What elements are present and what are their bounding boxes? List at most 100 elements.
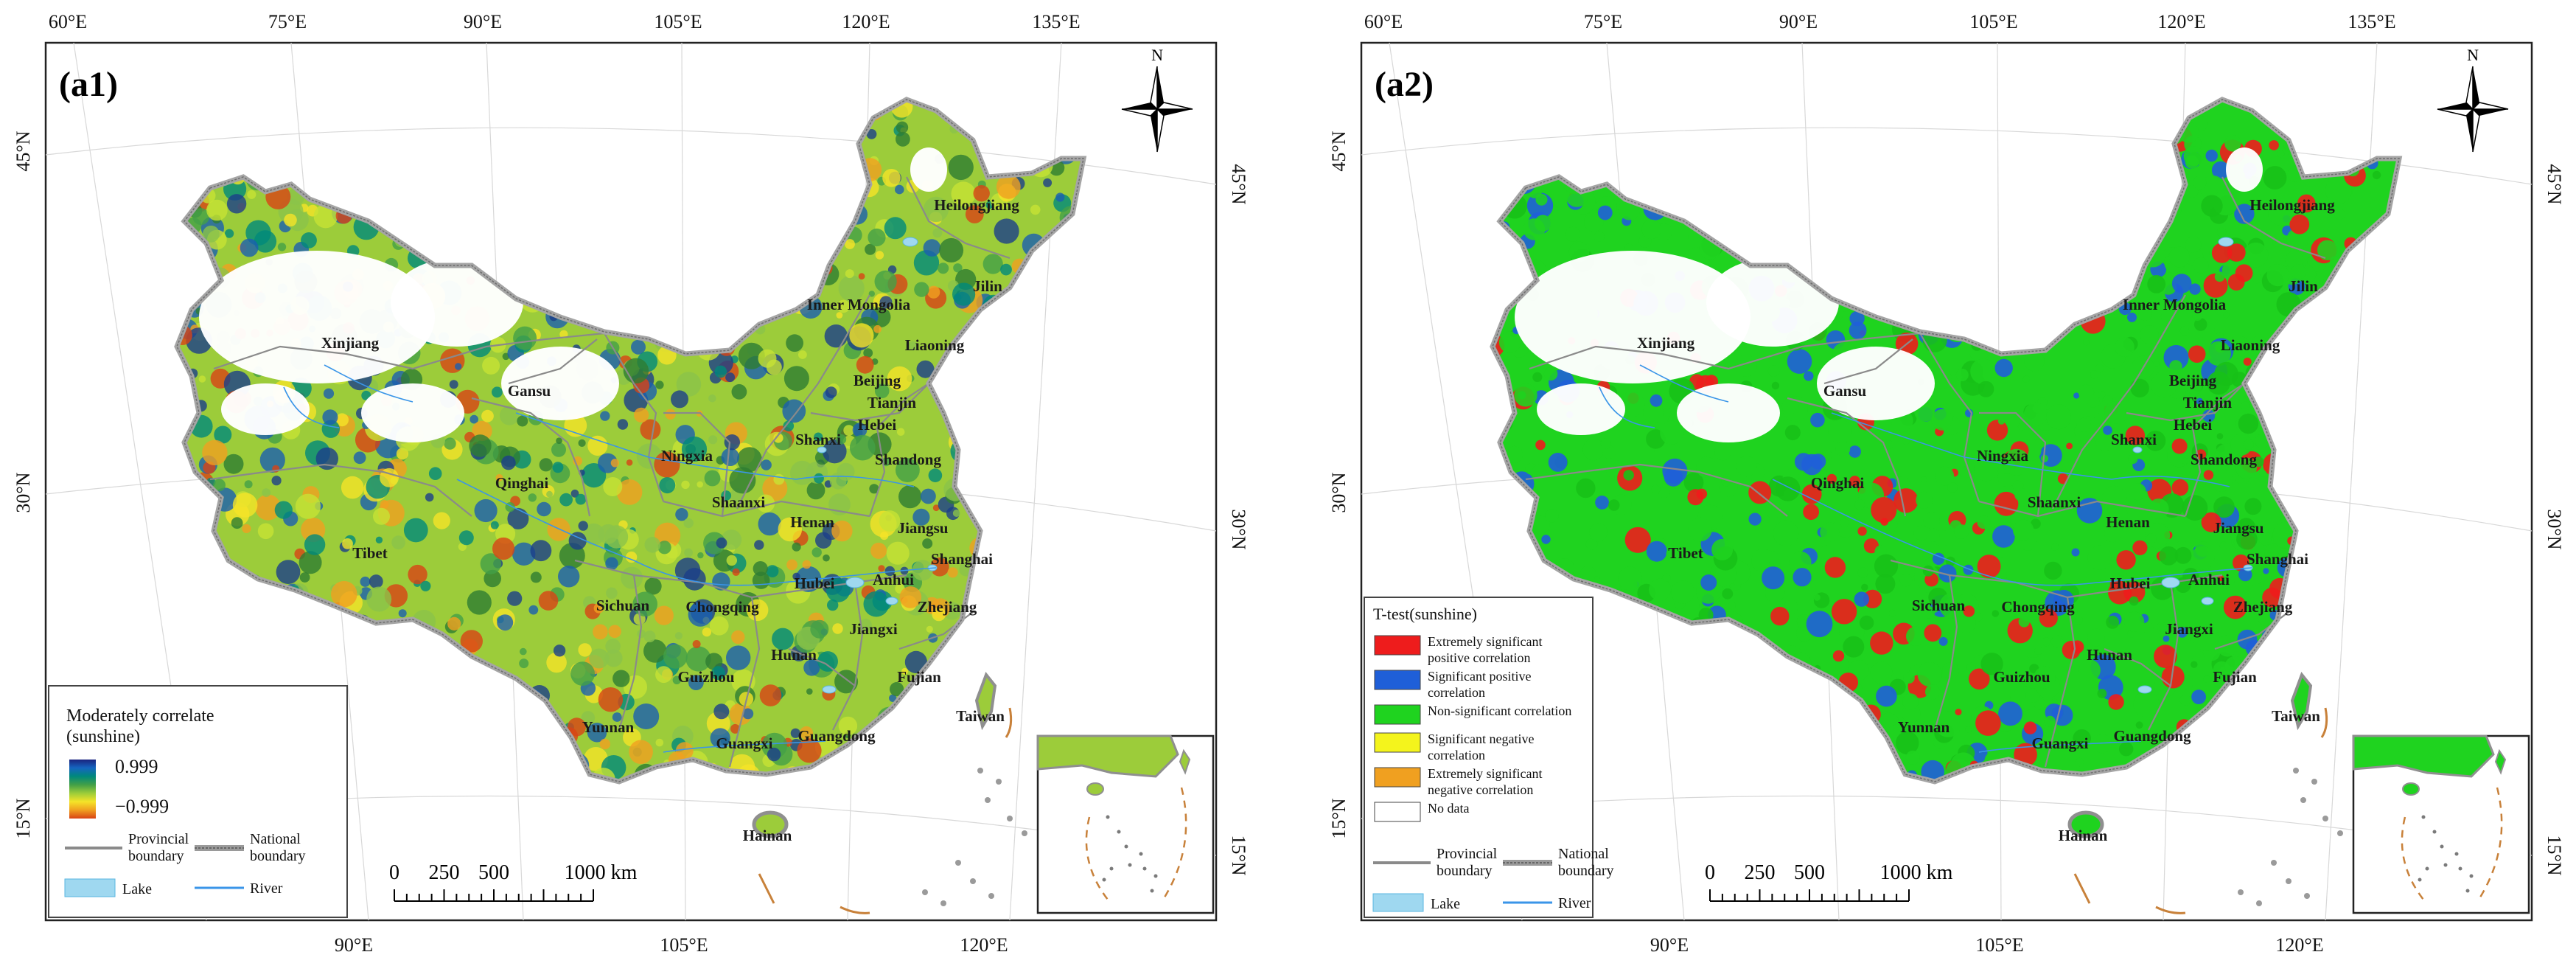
raster-cell: [795, 566, 822, 593]
raster-cell: [870, 542, 887, 559]
province-label-anhui: Anhui: [2188, 571, 2230, 588]
raster-cell: [2189, 283, 2201, 295]
raster-cell: [1974, 612, 1983, 622]
raster-cell: [710, 728, 730, 748]
raster-cell: [868, 228, 886, 247]
raster-cell: [2268, 200, 2294, 226]
legend-category-swatch: [1374, 635, 1421, 656]
raster-cell: [2223, 311, 2230, 319]
raster-cell: [1619, 391, 1645, 417]
raster-cell: [2179, 326, 2190, 336]
raster-cell: [825, 386, 837, 398]
raster-cell: [1582, 439, 1605, 461]
raster-cell: [683, 568, 706, 591]
raster-cell: [380, 500, 389, 509]
raster-cell: [2182, 457, 2188, 465]
raster-cell: [953, 263, 963, 273]
raster-cell: [1843, 636, 1865, 658]
raster-cell: [729, 467, 756, 494]
legend-national-label: National: [250, 831, 301, 847]
legend-category-swatch: [1374, 802, 1421, 822]
raster-cell: [2157, 622, 2167, 632]
island: [922, 889, 928, 895]
inset-dashed-line: [2477, 787, 2503, 900]
raster-cell: [2185, 185, 2199, 198]
raster-cell: [1828, 419, 1852, 444]
raster-cell: [2182, 495, 2208, 521]
raster-cell: [626, 551, 638, 563]
raster-cell: [1905, 750, 1920, 765]
north-arrow-point: [1157, 66, 1164, 109]
dashed-boundary: [2073, 873, 2091, 904]
province-label-shaanxi: Shaanxi: [2028, 493, 2081, 511]
raster-cell: [2171, 479, 2189, 496]
province-label-hubei: Hubei: [2110, 574, 2151, 592]
island: [2238, 889, 2244, 895]
inset-island: [1117, 830, 1121, 834]
legend-max-label: 0.999: [115, 756, 158, 777]
bottom-axis-label: 120°E: [2275, 934, 2323, 956]
raster-cell: [737, 447, 762, 472]
raster-cell: [2244, 498, 2262, 515]
raster-cell: [2171, 274, 2192, 293]
province-label-heilongjiang: Heilongjiang: [2249, 196, 2335, 214]
raster-cell: [600, 411, 610, 421]
provincial-boundary: [1933, 574, 1958, 731]
raster-cell: [1917, 661, 1942, 687]
raster-cell: [786, 334, 803, 352]
raster-cell: [1618, 566, 1642, 591]
provincial-boundary: [1979, 411, 2047, 517]
legend-river-label: River: [1558, 895, 1591, 911]
raster-cell: [1580, 566, 1596, 582]
raster-cell: [501, 455, 516, 470]
raster-cell: [606, 587, 618, 600]
raster-cell: [202, 439, 228, 465]
raster-cell: [879, 510, 901, 532]
province-label-henan: Henan: [790, 513, 834, 531]
raster-cell: [1922, 606, 1936, 619]
province-label-xinjiang: Xinjiang: [1637, 334, 1695, 352]
raster-cell: [295, 493, 321, 519]
north-arrow-point: [2466, 109, 2473, 152]
raster-cell: [1849, 310, 1865, 327]
raster-cell: [353, 451, 366, 465]
dashed-boundary: [840, 906, 870, 914]
legend: T-test(sunshine)Extremely significantpos…: [1364, 597, 1614, 918]
inset-island: [2465, 889, 2470, 893]
rivers: [283, 364, 937, 753]
raster-cell: [2050, 635, 2064, 648]
legend-category-label: correlation: [1428, 748, 1485, 762]
raster-cell: [1902, 438, 1910, 445]
raster-cell: [2203, 470, 2214, 480]
province-label-tianjin: Tianjin: [868, 394, 916, 411]
raster-cell: [2024, 351, 2045, 372]
raster-cell: [587, 723, 607, 743]
raster-cell: [2269, 140, 2279, 150]
raster-cell: [559, 493, 573, 507]
lake: [2137, 685, 2152, 694]
province-label-shanxi: Shanxi: [795, 431, 841, 448]
legend-provincial-label: boundary: [128, 848, 184, 864]
raster-cell: [1826, 473, 1837, 484]
raster-cell: [655, 381, 664, 389]
raster-cell: [655, 666, 672, 684]
raster-cell: [2092, 734, 2112, 754]
inset-island: [1150, 889, 1154, 893]
raster-cell: [335, 413, 349, 427]
right-axis-label: 45°N: [2544, 164, 2565, 204]
south-sea-islands: [922, 768, 1027, 906]
raster-cell: [923, 239, 941, 257]
raster-cell: [469, 434, 492, 457]
legend-title: Moderately correlate: [66, 706, 214, 726]
raster-cell: [2090, 370, 2098, 379]
raster-cell: [481, 409, 494, 423]
left-axis-label: 30°N: [1328, 472, 1350, 512]
raster-cell: [2062, 641, 2081, 659]
raster-cell: [659, 477, 676, 494]
raster-cell: [2238, 567, 2252, 582]
province-labels: Heilongjiang Jilin Inner Mongolia Liaoning X…: [1637, 196, 2335, 844]
raster-cell: [1924, 624, 1942, 642]
raster-cell: [802, 560, 811, 569]
raster-cell: [447, 616, 461, 631]
raster-cell: [425, 493, 434, 502]
